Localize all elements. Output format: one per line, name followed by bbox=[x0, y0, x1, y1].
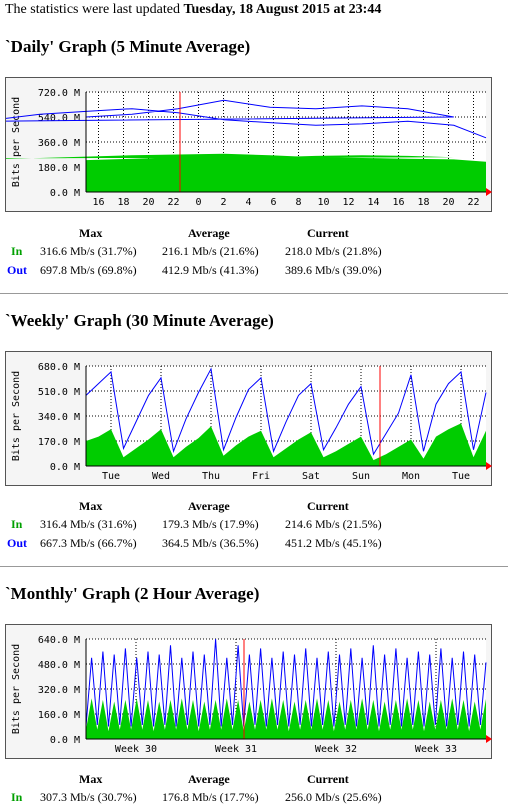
last-updated-timestamp: Tuesday, 18 August 2015 at 23:44 bbox=[183, 2, 382, 17]
x-tick-label: Thu bbox=[202, 471, 220, 482]
weekly-graph: Bits per Second 0.0 M 170.0 M 340.0 M 510.0 … bbox=[5, 351, 492, 486]
stat-row-out-label: Out bbox=[7, 536, 28, 550]
weekly-graph-svg: Bits per Second 0.0 M 170.0 M 340.0 M 510.0 … bbox=[11, 362, 492, 482]
y-tick-label: 180.0 M bbox=[38, 163, 80, 174]
stat-header-current: Current bbox=[307, 499, 349, 513]
daily-out-current: 389.6 Mb/s (39.0%) bbox=[285, 263, 382, 277]
x-tick-label: 18 bbox=[117, 197, 129, 208]
series-out-line bbox=[85, 638, 487, 727]
weekly-out-average: 364.5 Mb/s (36.5%) bbox=[162, 536, 259, 550]
weekly-in-average: 179.3 Mb/s (17.9%) bbox=[162, 517, 259, 531]
y-tick-label: 480.0 M bbox=[38, 660, 80, 671]
x-tick-label: 22 bbox=[167, 197, 179, 208]
stat-row-in-label: In bbox=[11, 790, 23, 804]
series-in-area bbox=[6, 153, 486, 192]
y-tick-label: 680.0 M bbox=[38, 362, 80, 373]
daily-graph: Bits per Second 0.0 M 180.0 M 360.0 M 540.0 … bbox=[5, 77, 492, 212]
monthly-in-max: 307.3 Mb/s (30.7%) bbox=[40, 790, 137, 804]
y-tick-label: 340.0 M bbox=[38, 412, 80, 423]
x-tick-label: Week 32 bbox=[315, 744, 357, 755]
weekly-out-max: 667.3 Mb/s (66.7%) bbox=[40, 536, 137, 550]
stat-header-max: Max bbox=[79, 772, 103, 786]
y-tick-label: 640.0 M bbox=[38, 635, 80, 646]
daily-in-current: 218.0 Mb/s (21.8%) bbox=[285, 244, 382, 258]
y-axis-label: Bits per Second bbox=[11, 371, 22, 461]
x-tick-label: Sun bbox=[352, 471, 370, 482]
y-tick-label: 0.0 M bbox=[50, 735, 80, 746]
stat-row-out-label: Out bbox=[7, 263, 28, 277]
y-tick-label: 0.0 M bbox=[50, 188, 80, 199]
series-in-area bbox=[86, 698, 486, 739]
y-tick-label: 510.0 M bbox=[38, 387, 80, 398]
monthly-graph-svg: Bits per Second 0.0 M 160.0 M 320.0 M 480.0 … bbox=[11, 635, 492, 755]
x-tick-label: 22 bbox=[467, 197, 479, 208]
x-tick-label: Mon bbox=[402, 471, 420, 482]
stat-header-average: Average bbox=[188, 499, 230, 513]
x-tick-label: Week 33 bbox=[415, 744, 457, 755]
x-tick-label: Tue bbox=[452, 471, 470, 482]
x-tick-label: Week 31 bbox=[215, 744, 257, 755]
y-tick-label: 0.0 M bbox=[50, 462, 80, 473]
monthly-graph: Bits per Second 0.0 M 160.0 M 320.0 M 480.0 … bbox=[5, 624, 492, 759]
x-axis-arrow-icon bbox=[486, 735, 492, 743]
x-tick-label: 8 bbox=[295, 197, 301, 208]
stat-header-current: Current bbox=[307, 226, 349, 240]
x-tick-label: 2 bbox=[220, 197, 226, 208]
y-axis-label: Bits per Second bbox=[11, 644, 22, 734]
last-updated-line: The statistics were last updated Tuesday… bbox=[5, 2, 381, 18]
stat-header-average: Average bbox=[188, 772, 230, 786]
y-axis-label: Bits per Second bbox=[11, 97, 22, 187]
section-divider bbox=[0, 293, 508, 294]
x-tick-label: 6 bbox=[270, 197, 276, 208]
y-tick-label: 720.0 M bbox=[38, 88, 80, 99]
stat-header-max: Max bbox=[79, 499, 103, 513]
stat-header-current: Current bbox=[307, 772, 349, 786]
section-divider bbox=[0, 566, 508, 567]
stat-row-in-label: In bbox=[11, 244, 23, 258]
series-out-line bbox=[85, 367, 487, 456]
daily-in-max: 316.6 Mb/s (31.7%) bbox=[40, 244, 137, 258]
x-tick-label: 20 bbox=[142, 197, 154, 208]
last-updated-prefix: The statistics were last updated bbox=[5, 2, 180, 17]
x-tick-label: 12 bbox=[342, 197, 354, 208]
stat-header-max: Max bbox=[79, 226, 103, 240]
x-tick-label: Fri bbox=[252, 471, 270, 482]
x-tick-label: 18 bbox=[417, 197, 429, 208]
daily-out-max: 697.8 Mb/s (69.8%) bbox=[40, 263, 137, 277]
x-tick-label: 0 bbox=[195, 197, 201, 208]
monthly-graph-title: `Monthly' Graph (2 Hour Average) bbox=[5, 584, 260, 603]
daily-graph-svg: Bits per Second 0.0 M 180.0 M 360.0 M 540.0 … bbox=[6, 88, 492, 208]
series-out-line bbox=[6, 99, 487, 139]
monthly-in-average: 176.8 Mb/s (17.7%) bbox=[162, 790, 259, 804]
x-tick-label: 10 bbox=[317, 197, 329, 208]
daily-in-average: 216.1 Mb/s (21.6%) bbox=[162, 244, 259, 258]
x-tick-label: Tue bbox=[102, 471, 120, 482]
x-tick-label: 14 bbox=[367, 197, 379, 208]
y-tick-label: 360.0 M bbox=[38, 138, 80, 149]
stat-row-in-label: In bbox=[11, 517, 23, 531]
x-axis-arrow-icon bbox=[486, 462, 492, 470]
weekly-out-current: 451.2 Mb/s (45.1%) bbox=[285, 536, 382, 550]
stat-header-average: Average bbox=[188, 226, 230, 240]
weekly-in-max: 316.4 Mb/s (31.6%) bbox=[40, 517, 137, 531]
x-tick-label: Wed bbox=[152, 471, 170, 482]
x-axis-arrow-icon bbox=[486, 188, 492, 196]
monthly-in-current: 256.0 Mb/s (25.6%) bbox=[285, 790, 382, 804]
x-tick-label: 16 bbox=[92, 197, 104, 208]
weekly-graph-title: `Weekly' Graph (30 Minute Average) bbox=[5, 311, 274, 330]
series-in-area bbox=[86, 423, 486, 466]
x-tick-label: Sat bbox=[302, 471, 320, 482]
x-tick-label: Week 30 bbox=[115, 744, 157, 755]
x-tick-label: 20 bbox=[442, 197, 454, 208]
weekly-in-current: 214.6 Mb/s (21.5%) bbox=[285, 517, 382, 531]
y-tick-label: 320.0 M bbox=[38, 685, 80, 696]
x-tick-label: 4 bbox=[245, 197, 251, 208]
daily-graph-title: `Daily' Graph (5 Minute Average) bbox=[5, 37, 251, 56]
x-tick-label: 16 bbox=[392, 197, 404, 208]
y-tick-label: 540.0 M bbox=[38, 113, 80, 124]
y-tick-label: 160.0 M bbox=[38, 710, 80, 721]
y-tick-label: 170.0 M bbox=[38, 437, 80, 448]
daily-out-average: 412.9 Mb/s (41.3%) bbox=[162, 263, 259, 277]
